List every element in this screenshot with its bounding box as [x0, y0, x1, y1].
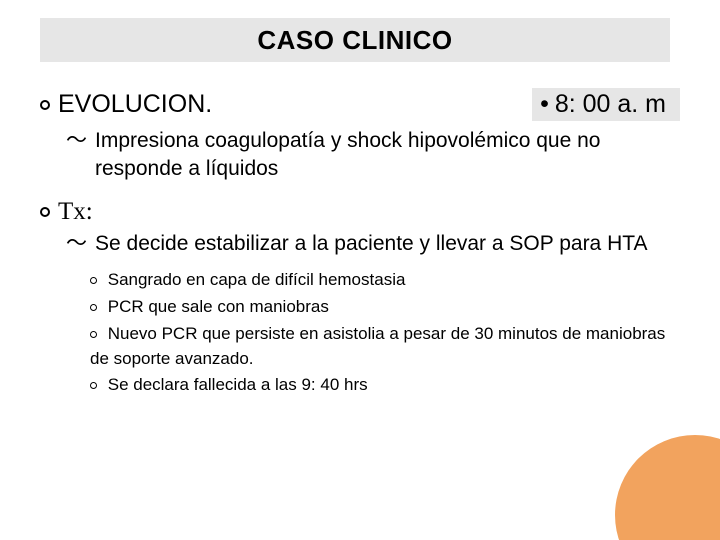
item-text: Se declara fallecida a las 9: 40 hrs: [108, 376, 368, 395]
section2-sub: 〜 Se decide estabilizar a la paciente y …: [66, 230, 680, 258]
list-item: Nuevo PCR que persiste en asistolia a pe…: [90, 322, 680, 372]
item-text: Sangrado en capa de difícil hemostasia: [108, 270, 406, 289]
decorative-corner-circle: [615, 435, 720, 540]
circle-bullet-icon: [90, 331, 97, 338]
section1-sub-text: Impresiona coagulopatía y shock hipovolé…: [95, 127, 680, 184]
time-box: • 8: 00 a. m: [532, 88, 680, 121]
circle-bullet-icon: [40, 100, 50, 110]
section1-heading-wrap: EVOLUCION.: [40, 90, 212, 119]
script-bullet-icon: 〜: [66, 127, 87, 155]
list-item: Sangrado en capa de difícil hemostasia: [90, 268, 680, 293]
time-label: 8: 00 a. m: [555, 90, 666, 119]
list-item: Se declara fallecida a las 9: 40 hrs: [90, 373, 680, 398]
section2-heading: Tx:: [58, 198, 93, 226]
slide-title: CASO CLINICO: [257, 25, 452, 56]
section1-header-row: EVOLUCION. • 8: 00 a. m: [40, 88, 680, 121]
section2-heading-wrap: Tx:: [40, 198, 680, 226]
content-area: EVOLUCION. • 8: 00 a. m 〜 Impresiona coa…: [40, 88, 680, 400]
script-bullet-icon: 〜: [66, 230, 87, 258]
circle-bullet-icon: [90, 277, 97, 284]
section1-sub: 〜 Impresiona coagulopatía y shock hipovo…: [66, 127, 680, 184]
circle-bullet-icon: [90, 382, 97, 389]
circle-bullet-icon: [90, 304, 97, 311]
bullet-dot-icon: •: [540, 90, 549, 119]
section2-sub-line: 〜 Se decide estabilizar a la paciente y …: [66, 230, 680, 258]
title-bar: CASO CLINICO: [40, 18, 670, 62]
section2-items: Sangrado en capa de difícil hemostasia P…: [90, 268, 680, 398]
slide: CASO CLINICO EVOLUCION. • 8: 00 a. m 〜 I…: [0, 0, 720, 540]
section1-sub-line: 〜 Impresiona coagulopatía y shock hipovo…: [66, 127, 680, 184]
item-text: PCR que sale con maniobras: [108, 297, 329, 316]
circle-bullet-icon: [40, 207, 50, 217]
section1-heading: EVOLUCION.: [58, 90, 212, 119]
item-text: Nuevo PCR que persiste en asistolia a pe…: [90, 324, 665, 368]
section2-sub-text: Se decide estabilizar a la paciente y ll…: [95, 230, 648, 258]
list-item: PCR que sale con maniobras: [90, 295, 680, 320]
